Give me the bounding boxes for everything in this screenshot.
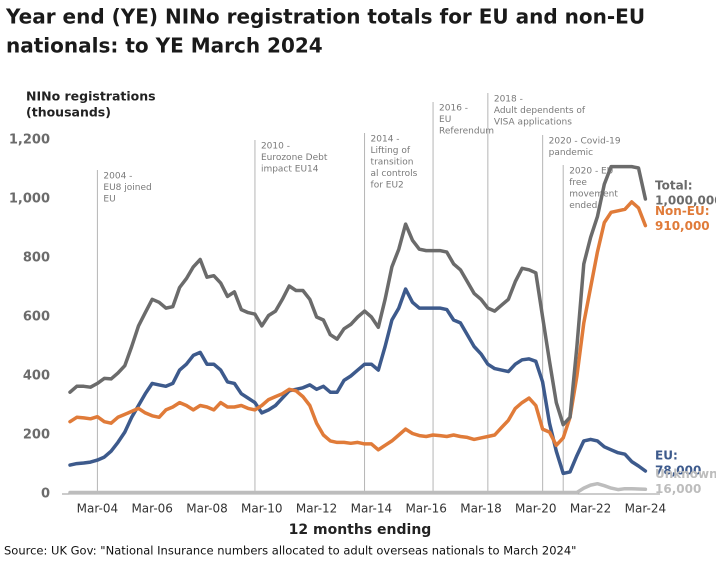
y-tick-label: 0 bbox=[41, 487, 50, 502]
x-tick-label: Mar-20 bbox=[515, 502, 556, 516]
annotation-text: transition bbox=[371, 158, 414, 168]
x-axis-label: 12 months ending bbox=[289, 522, 432, 538]
x-tick-label: Mar-12 bbox=[296, 502, 337, 516]
x-tick-label: Mar-22 bbox=[570, 502, 611, 516]
annotation-text: 2020 - Covid-19 bbox=[549, 137, 621, 147]
end-value-label: 16,000 bbox=[655, 482, 701, 496]
annotation-text: Eurozone Debt bbox=[261, 153, 328, 163]
legend-label: Non-EU: bbox=[655, 204, 710, 218]
chart-title: nationals: to YE March 2024 bbox=[6, 34, 323, 58]
annotation-text: 2016 - bbox=[439, 104, 468, 114]
annotation-text: 2010 - bbox=[261, 142, 290, 152]
y-tick-label: 400 bbox=[23, 369, 50, 384]
series-line bbox=[68, 481, 648, 495]
annotation-text: EU bbox=[439, 115, 451, 125]
end-value-label: 1,000,000 bbox=[655, 194, 716, 208]
annotation-text: 2020 - EU bbox=[569, 167, 613, 177]
source: Source: UK Gov: "National Insurance numb… bbox=[4, 544, 576, 558]
series-line bbox=[68, 164, 648, 427]
annotation-text: pandemic bbox=[549, 148, 593, 158]
annotation-text: free bbox=[569, 178, 587, 188]
annotation-text: for EU2 bbox=[371, 181, 404, 191]
series-line bbox=[68, 287, 648, 476]
annotation-text: impact EU14 bbox=[261, 165, 319, 175]
y-tick-label: 800 bbox=[23, 251, 50, 266]
y-tick-label: 600 bbox=[23, 310, 50, 325]
x-tick-label: Mar-04 bbox=[77, 502, 118, 516]
y-axis-label: NINo registrations bbox=[26, 89, 156, 104]
legend-label: Unknown: bbox=[655, 467, 716, 481]
legend-label: Total: bbox=[655, 179, 693, 193]
end-value-label: 910,000 bbox=[655, 219, 710, 233]
x-tick-label: Mar-24 bbox=[625, 502, 666, 516]
annotation-text: movement bbox=[569, 190, 618, 200]
end-value-label: 78,000 bbox=[655, 463, 701, 477]
x-tick-label: Mar-16 bbox=[405, 502, 446, 516]
annotation-text: EU bbox=[103, 195, 115, 205]
annotation-text: Adult dependents of bbox=[494, 106, 586, 116]
legend-label: EU: bbox=[655, 448, 678, 462]
x-tick-label: Mar-08 bbox=[186, 502, 227, 516]
annotation-text: al controls bbox=[371, 169, 418, 179]
chart-title: Year end (YE) NINo registration totals f… bbox=[5, 5, 645, 29]
annotation-text: EU8 joined bbox=[103, 183, 151, 193]
series-line bbox=[68, 200, 648, 452]
annotation-text: Referendum bbox=[439, 127, 494, 137]
x-tick-label: Mar-14 bbox=[351, 502, 392, 516]
y-axis-label: (thousands) bbox=[26, 105, 111, 120]
y-tick-label: 1,200 bbox=[9, 133, 50, 148]
y-tick-label: 1,000 bbox=[9, 192, 50, 207]
annotation-text: VISA applications bbox=[494, 118, 572, 128]
x-tick-label: Mar-06 bbox=[131, 502, 172, 516]
x-tick-label: Mar-10 bbox=[241, 502, 282, 516]
annotation-text: ended bbox=[569, 201, 597, 211]
y-tick-label: 200 bbox=[23, 428, 50, 443]
annotation-text: Lifting of bbox=[371, 146, 411, 156]
annotation-text: 2018 - bbox=[494, 95, 523, 105]
annotation-text: 2014 - bbox=[371, 135, 400, 145]
x-tick-label: Mar-18 bbox=[460, 502, 501, 516]
annotation-text: 2004 - bbox=[103, 172, 132, 182]
